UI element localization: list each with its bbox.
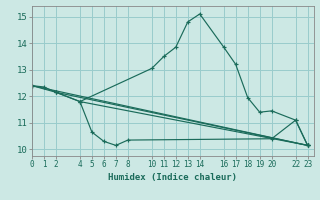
X-axis label: Humidex (Indice chaleur): Humidex (Indice chaleur) <box>108 173 237 182</box>
